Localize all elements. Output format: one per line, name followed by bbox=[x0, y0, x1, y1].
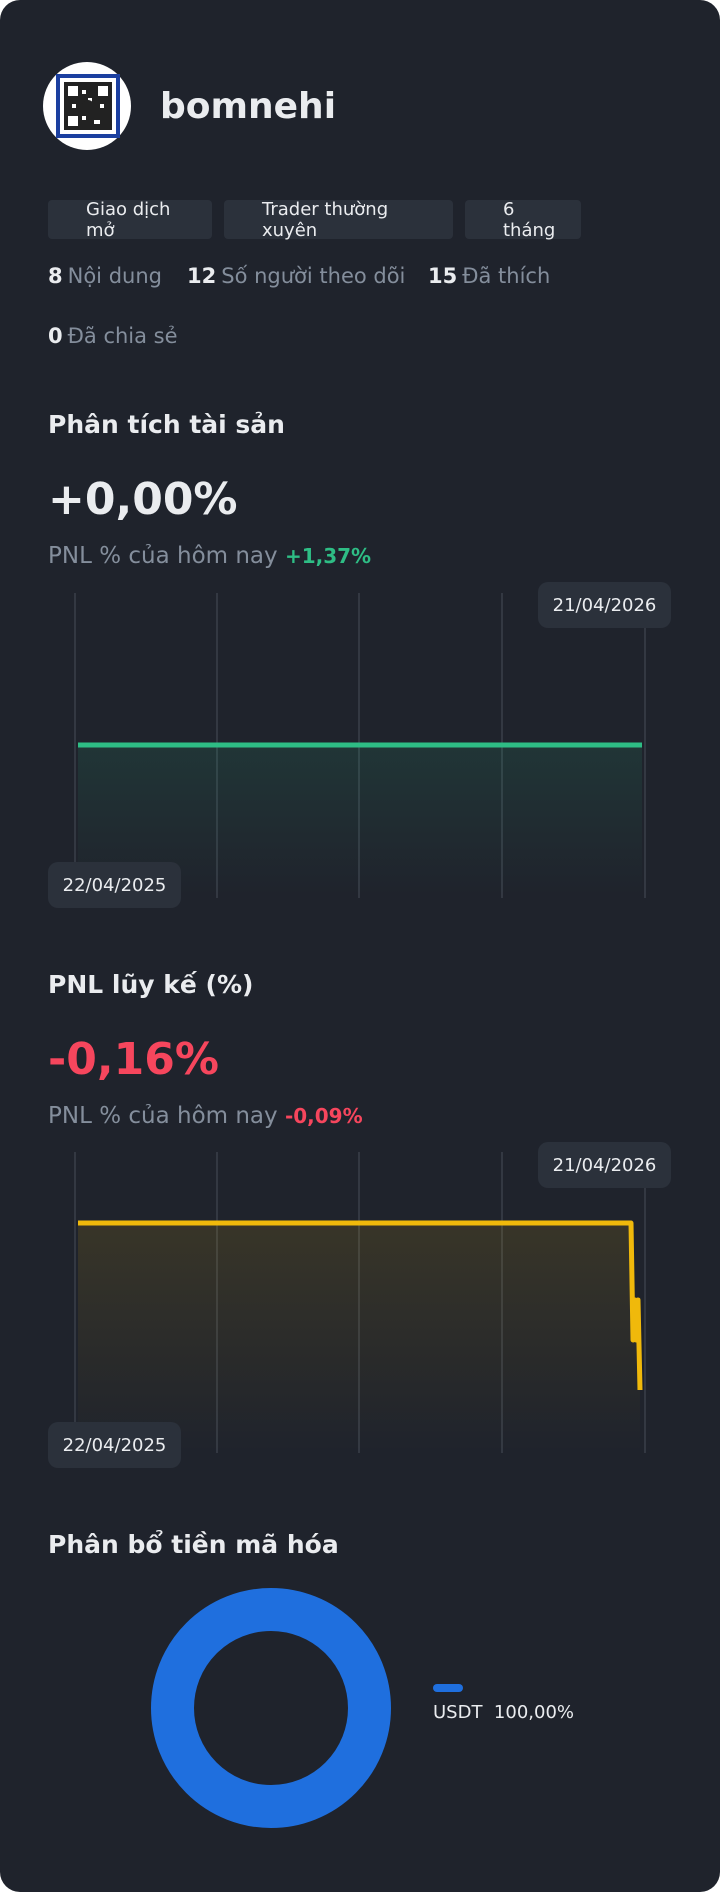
chart2-line bbox=[78, 1220, 643, 1391]
section-title: Phân tích tài sản bbox=[48, 410, 285, 439]
today-label: PNL % của hôm nay bbox=[48, 1103, 278, 1129]
avatar-frame bbox=[56, 74, 120, 138]
badge-text: 6 tháng bbox=[503, 198, 556, 241]
legend-swatch bbox=[433, 1684, 463, 1692]
qr-logo bbox=[82, 100, 94, 112]
stat-value: 15 bbox=[428, 264, 458, 288]
badge[interactable]: Trader thường xuyên bbox=[224, 198, 453, 241]
end-date: 21/04/2026 bbox=[538, 1142, 671, 1188]
today-pnl: PNL % của hôm nay -0,09% bbox=[48, 1103, 363, 1129]
stat[interactable]: 0 Đã chia sẻ bbox=[48, 324, 178, 348]
chart2-area bbox=[78, 1223, 640, 1453]
asset-value: +0,00% bbox=[48, 474, 238, 525]
badge[interactable]: 6 tháng bbox=[465, 198, 581, 241]
end-date: 21/04/2026 bbox=[538, 582, 671, 628]
today-pnl: PNL % của hôm nay +1,37% bbox=[48, 543, 371, 569]
donut bbox=[151, 1588, 391, 1828]
today-value: +1,37% bbox=[284, 544, 372, 568]
section-title: Phân bổ tiền mã hóa bbox=[48, 1530, 339, 1559]
legend-share: 100,00% bbox=[493, 1702, 575, 1723]
stat-label: Số người theo dõi bbox=[221, 264, 406, 288]
badge[interactable]: Giao dịch mở bbox=[48, 198, 212, 241]
section-title: PNL lũy kế (%) bbox=[48, 970, 254, 999]
stat-label: Nội dung bbox=[67, 264, 162, 288]
today-value: -0,09% bbox=[284, 1104, 363, 1128]
stat[interactable]: 15 Đã thích bbox=[428, 264, 550, 288]
start-date: 22/04/2025 bbox=[48, 862, 181, 908]
pnl-value: -0,16% bbox=[48, 1034, 219, 1085]
start-date: 22/04/2025 bbox=[48, 1422, 181, 1468]
legend-item: USDT 100,00% bbox=[433, 1702, 574, 1723]
stat-value: 0 bbox=[48, 324, 63, 348]
username: bomnehi bbox=[160, 86, 337, 127]
stat-value: 12 bbox=[187, 264, 217, 288]
badge-text: Trader thường xuyên bbox=[262, 198, 389, 241]
stat-label: Đã chia sẻ bbox=[67, 324, 178, 348]
stat[interactable]: 12 Số người theo dõi bbox=[187, 264, 405, 288]
legend-asset: USDT bbox=[433, 1702, 483, 1723]
today-label: PNL % của hôm nay bbox=[48, 543, 278, 569]
stat-label: Đã thích bbox=[462, 264, 551, 288]
stat[interactable]: 8 Nội dung bbox=[48, 264, 162, 288]
stat-value: 8 bbox=[48, 264, 63, 288]
badge-text: Giao dịch mở bbox=[86, 198, 171, 241]
qr-pattern bbox=[68, 86, 108, 126]
